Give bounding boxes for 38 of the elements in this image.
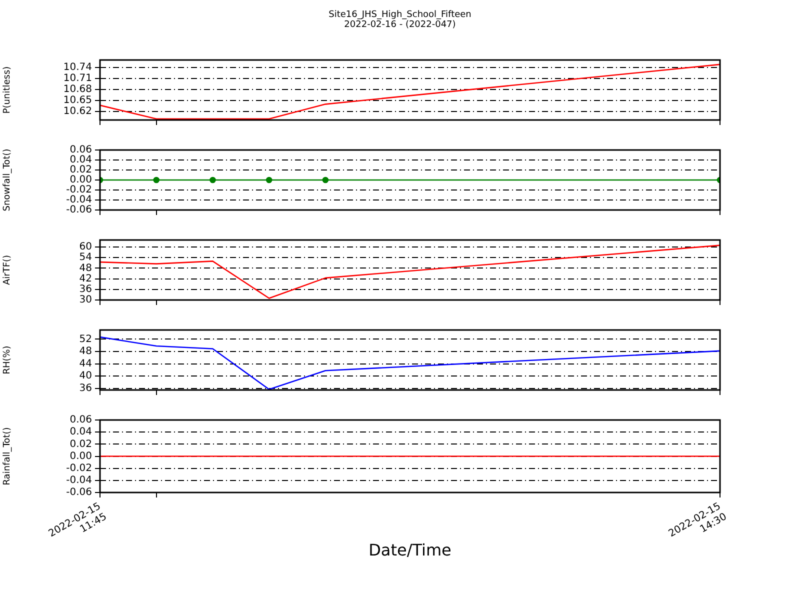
- y-tick-label: 40: [79, 370, 92, 382]
- y-tick-label: 44: [79, 358, 92, 370]
- y-tick-label: -0.04: [66, 475, 92, 486]
- x-axis-title: Date/Time: [368, 540, 452, 560]
- y-tick-label: 0.06: [70, 414, 92, 426]
- y-tick-label: 10.65: [63, 95, 92, 106]
- y-tick-label: 60: [79, 242, 92, 253]
- y-tick-label: 10.68: [63, 84, 92, 96]
- y-axis-title: AirTF(): [2, 254, 13, 286]
- y-tick-label: 42: [79, 273, 92, 284]
- y-tick-label: 52: [79, 334, 92, 345]
- y-tick-label: 48: [79, 262, 92, 274]
- y-tick-label: 0.02: [70, 438, 92, 450]
- y-tick-label: 0.00: [70, 450, 92, 462]
- y-tick-label: 0.04: [70, 426, 92, 438]
- y-tick-label: -0.06: [66, 487, 92, 498]
- y-tick-label: 10.74: [63, 62, 92, 73]
- y-tick-label: 0.04: [70, 154, 92, 166]
- y-tick-label: 54: [79, 252, 92, 264]
- y-tick-label: 36: [79, 383, 92, 394]
- y-tick-label: -0.02: [66, 184, 92, 196]
- y-tick-label: 30: [79, 294, 92, 306]
- chart-subtitle: 2022-02-16 - (2022-047): [343, 20, 457, 30]
- chart-title: Site16_JHS_High_School_Fifteen: [328, 10, 472, 20]
- y-tick-label: 48: [79, 346, 92, 358]
- y-axis-title: RH(%): [2, 346, 13, 374]
- y-tick-label: 0.06: [70, 144, 92, 156]
- y-axis-title: Snowfall_Tot(): [2, 148, 13, 212]
- y-tick-label: 10.71: [63, 73, 92, 84]
- y-tick-label: 10.62: [63, 106, 92, 118]
- y-tick-label: -0.06: [66, 204, 92, 216]
- y-tick-label: -0.02: [66, 462, 92, 474]
- y-axis-title: Rainfall_Tot(): [2, 427, 13, 486]
- y-tick-label: 36: [79, 284, 92, 296]
- y-tick-label: 0.02: [70, 164, 92, 176]
- y-axis-title: P(unitless): [2, 66, 13, 114]
- y-tick-label: 0.00: [70, 174, 92, 186]
- y-tick-label: -0.04: [66, 194, 92, 206]
